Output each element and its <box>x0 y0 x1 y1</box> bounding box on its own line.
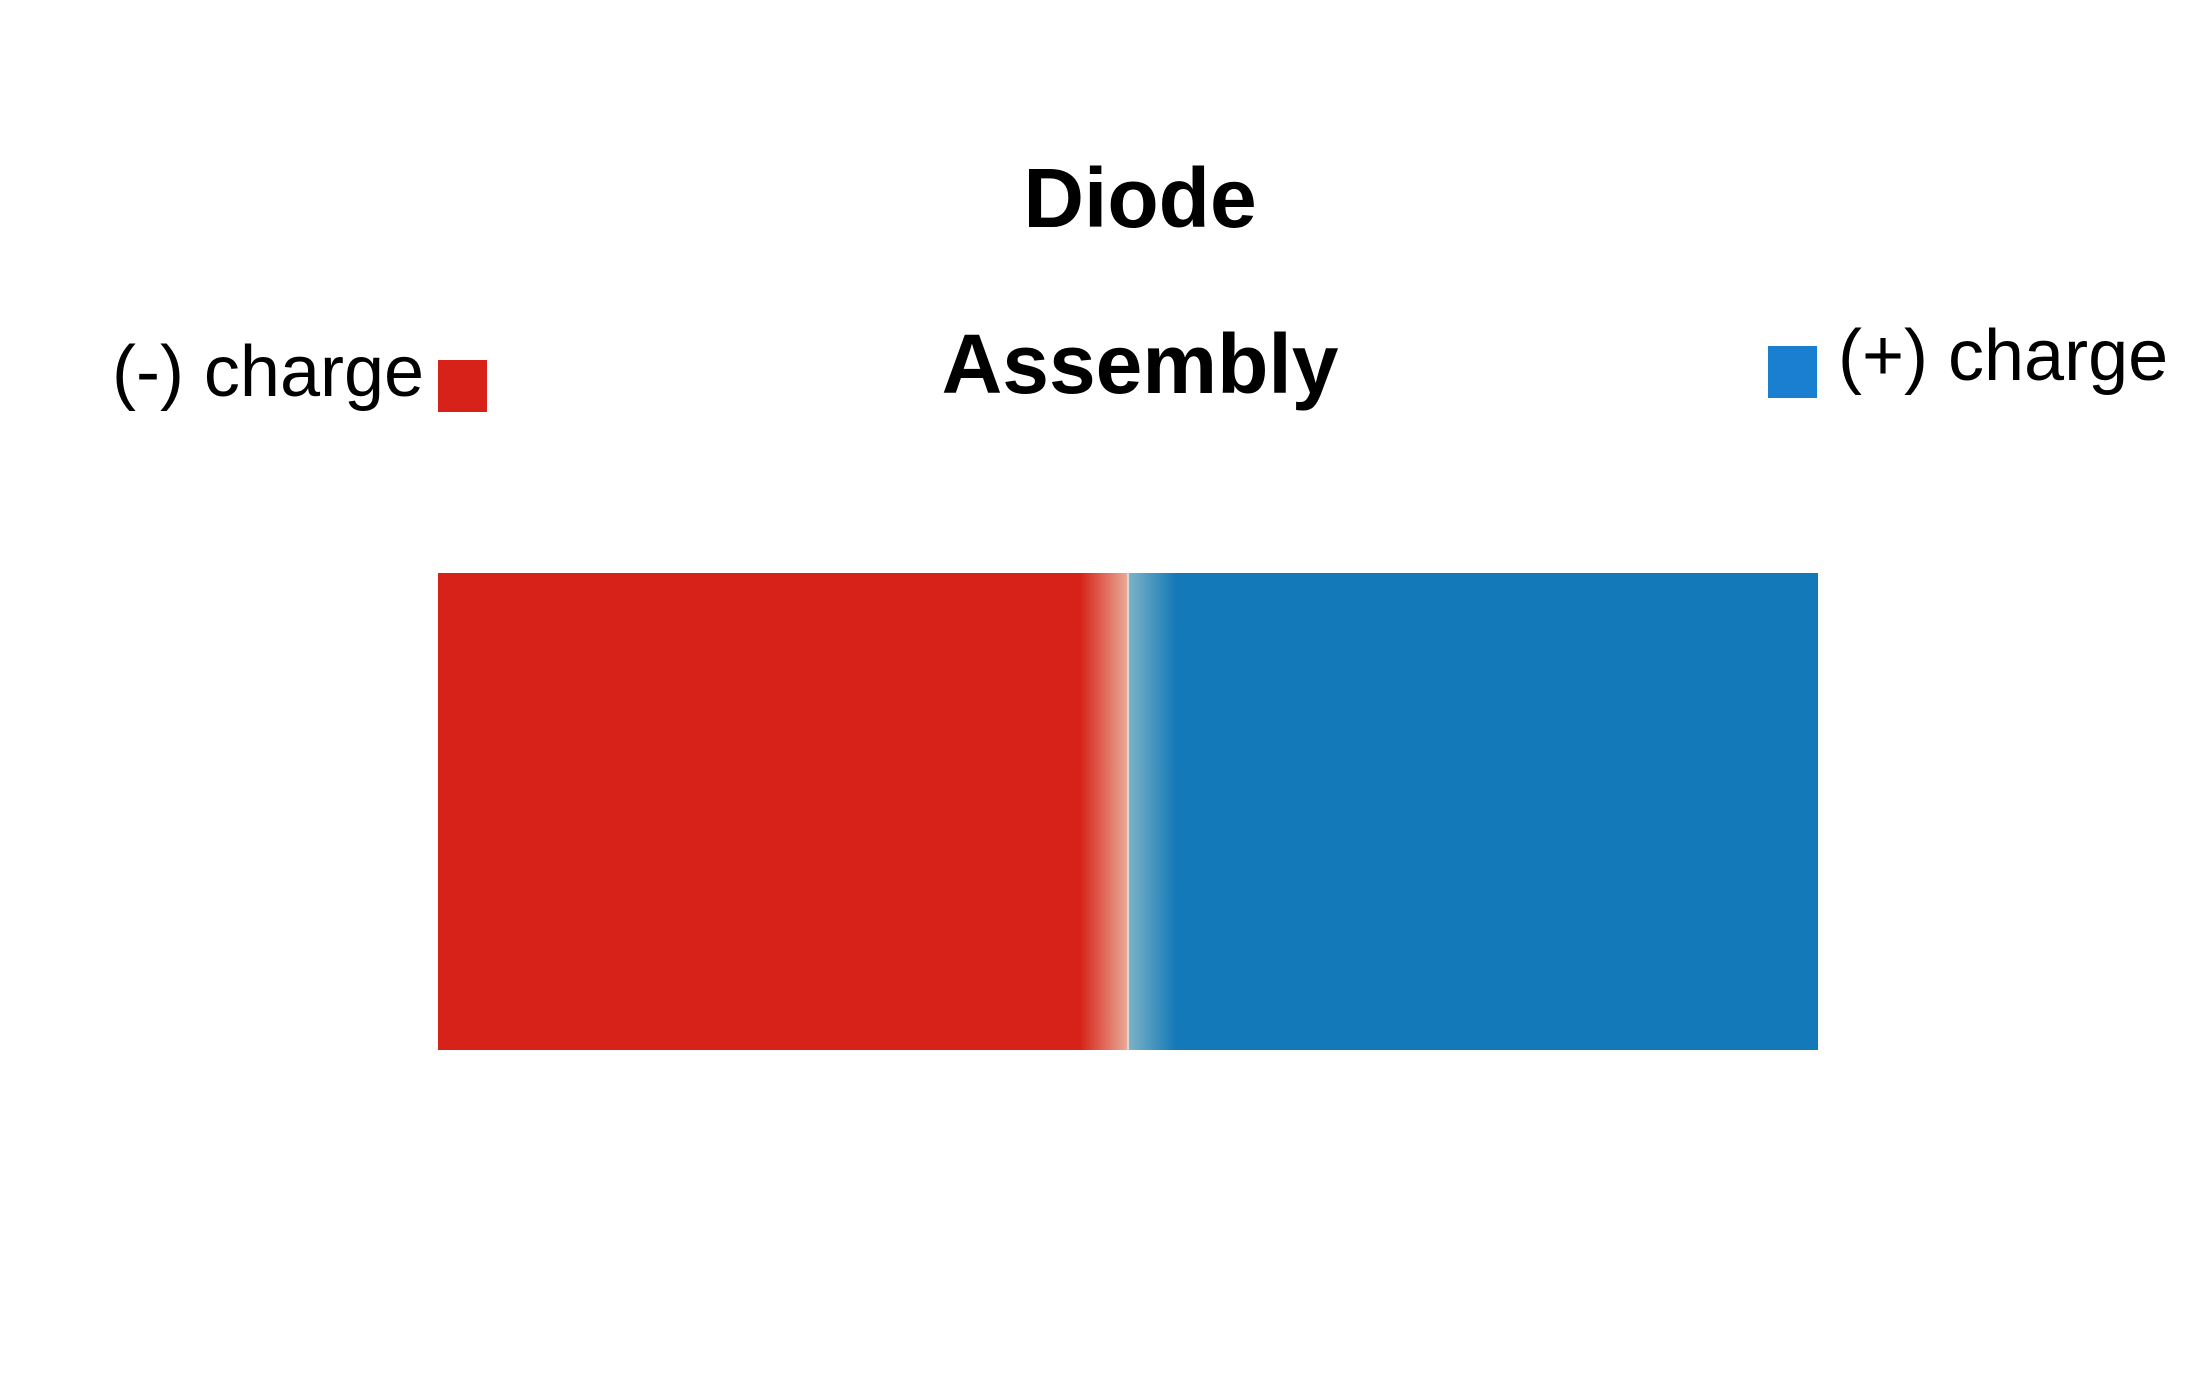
legend-positive-label: (+) charge <box>1838 316 2169 396</box>
legend-negative-label: (-) charge <box>112 332 425 412</box>
diagram-title: Diode <box>1023 151 1257 245</box>
legend-positive-swatch <box>1768 346 1817 398</box>
pn-junction-line <box>1127 573 1129 1050</box>
positive-region <box>1128 573 1818 1050</box>
diode-body <box>438 573 1818 1050</box>
legend-negative-swatch <box>438 360 487 412</box>
diagram-subtitle: Assembly <box>941 317 1339 411</box>
negative-region <box>438 573 1128 1050</box>
